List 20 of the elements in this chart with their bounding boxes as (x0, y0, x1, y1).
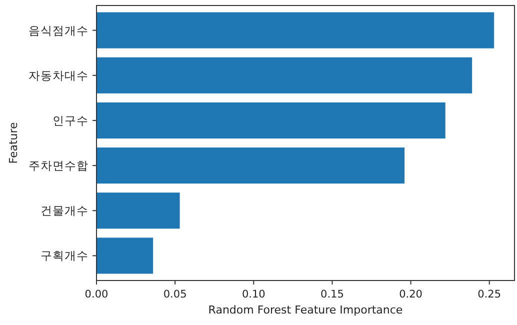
x-tick-label: 0.10 (242, 288, 266, 300)
x-axis-title: Random Forest Feature Importance (208, 304, 403, 316)
y-tick-label: 인구수 (52, 113, 88, 128)
y-axis-title: Feature (7, 122, 20, 164)
y-tick-label: 건물개수 (40, 204, 88, 218)
y-tick-label: 주차면수합 (28, 158, 88, 173)
bar (96, 57, 472, 94)
x-tick-label: 0.05 (163, 288, 187, 300)
bar (96, 148, 404, 184)
x-tick-label: 0.00 (84, 288, 108, 300)
y-tick-label: 자동차대수 (28, 68, 88, 82)
bar (96, 12, 494, 48)
bar (96, 102, 446, 138)
bar (96, 238, 154, 274)
x-tick-label: 0.25 (478, 288, 502, 300)
bar (96, 192, 180, 229)
y-tick-label: 음식점개수 (28, 23, 88, 38)
x-tick-label: 0.20 (399, 288, 422, 300)
y-tick-label: 구획개수 (40, 248, 88, 263)
x-tick-label: 0.15 (320, 288, 344, 300)
